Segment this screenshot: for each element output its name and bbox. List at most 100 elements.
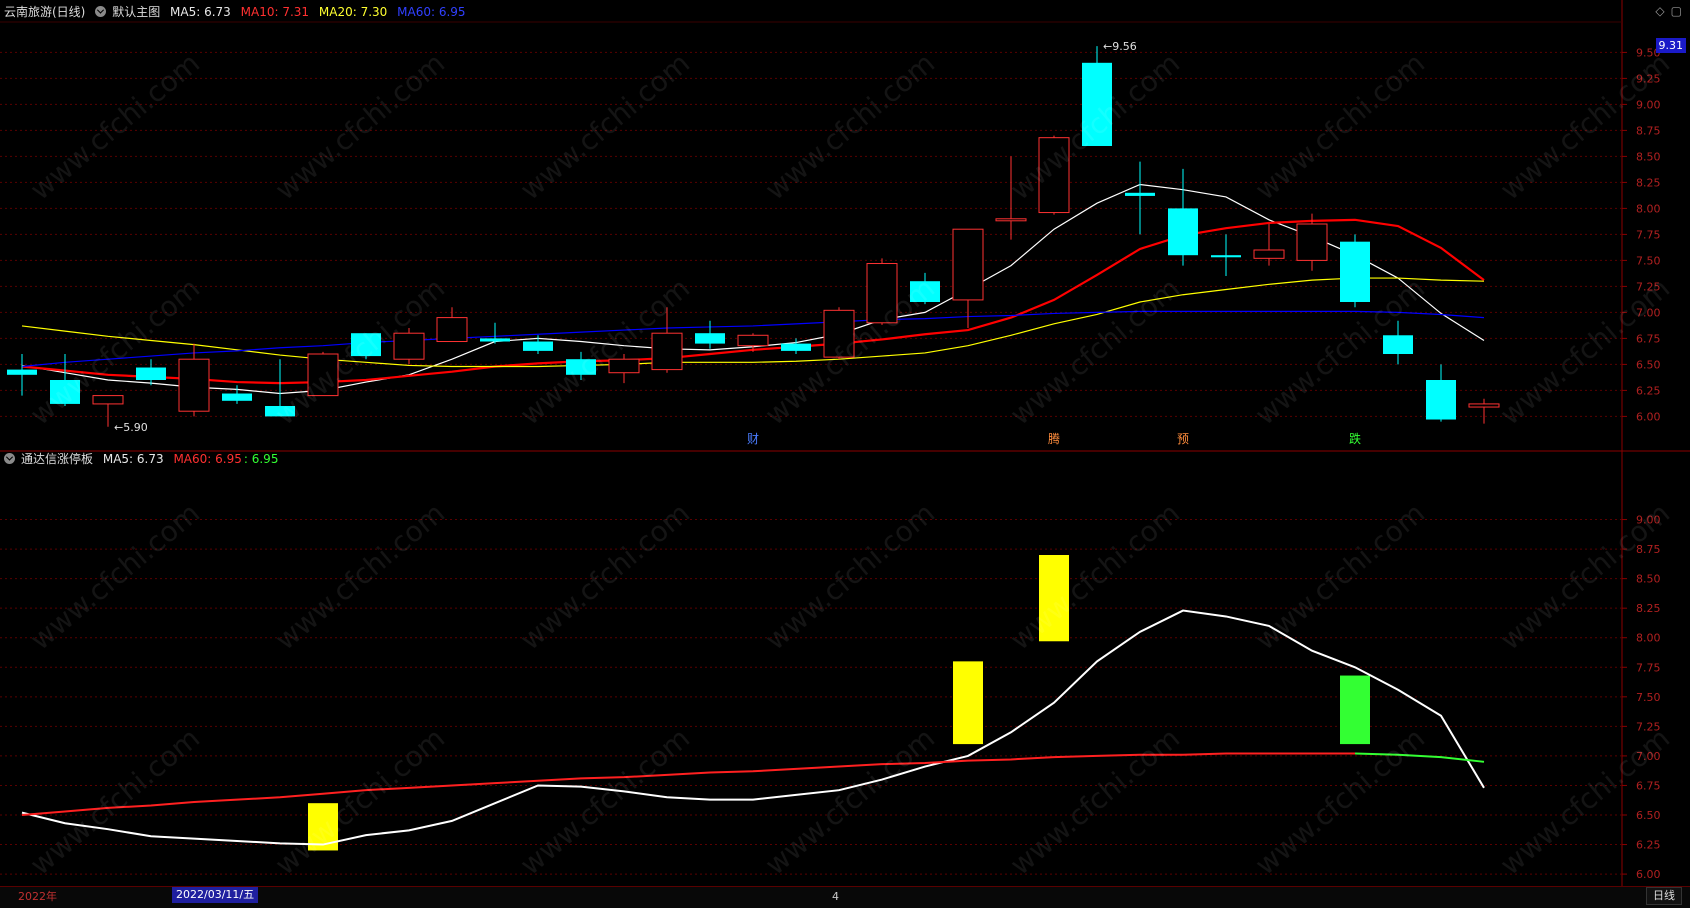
candle (7, 354, 37, 396)
candle-body (92, 395, 124, 405)
candle-body (866, 263, 898, 324)
candle-body (393, 332, 425, 360)
candle (910, 272, 940, 305)
candle (351, 333, 381, 360)
candle (1468, 398, 1500, 424)
candle-body (436, 317, 468, 343)
sub-y-tick-label: 8.75 (1636, 543, 1661, 556)
time-axis-bar (0, 886, 1690, 908)
main-y-tick-label: 8.50 (1636, 150, 1661, 163)
sub-extra-value: : 6.95 (243, 452, 279, 466)
indicator-title[interactable]: 通达信涨停板 (21, 452, 94, 466)
candle-body (50, 380, 80, 404)
sub-y-tick-label: 6.50 (1636, 809, 1661, 822)
main-y-tick-label: 6.50 (1636, 358, 1661, 371)
candle-body (178, 358, 210, 412)
main-y-tick-label: 7.75 (1636, 228, 1661, 241)
candle (1296, 213, 1328, 271)
sub-y-tick-label: 7.50 (1636, 691, 1661, 704)
template-dropdown-icon[interactable] (95, 6, 107, 17)
candle (1383, 320, 1413, 365)
candle (651, 307, 683, 373)
candle-body (1468, 403, 1500, 408)
time-label-month: 4 (832, 890, 839, 903)
candle (265, 359, 295, 417)
candle (1211, 234, 1241, 276)
sub-line-ma5 (21, 609, 1485, 846)
candle-body (695, 333, 725, 344)
sub-y-tick-label: 6.00 (1636, 868, 1661, 881)
template-label[interactable]: 默认主图 (112, 5, 161, 19)
candle-body (222, 393, 252, 401)
sub-y-tick-label: 6.75 (1636, 779, 1661, 792)
candle-body (136, 367, 166, 380)
stock-title[interactable]: 云南旅游(日线) (4, 5, 86, 19)
candle (1082, 46, 1112, 146)
candle (952, 228, 984, 328)
indicator-dropdown-icon[interactable] (4, 453, 15, 464)
candle (781, 338, 811, 354)
main-y-tick-label: 6.75 (1636, 332, 1661, 345)
candle-body (265, 406, 295, 417)
sub-y-tick-label: 6.25 (1636, 839, 1661, 852)
sub-y-tick-label: 7.75 (1636, 661, 1661, 674)
candle-body (651, 332, 683, 371)
main-y-tick-label: 8.25 (1636, 176, 1661, 189)
collapse-icon[interactable]: ▢ (1670, 4, 1682, 18)
candle (307, 351, 339, 397)
price-extreme-annotation: ←9.56 (1103, 40, 1137, 53)
price-extreme-annotation: ←5.90 (114, 421, 148, 434)
sub-y-tick-label: 8.50 (1636, 573, 1661, 586)
candle-body (1211, 255, 1241, 258)
signal-bar (1039, 555, 1069, 642)
sub-y-tick-label: 9.00 (1636, 514, 1661, 527)
window-controls: ◇ ▢ (1649, 4, 1682, 18)
sub-ma5-value: MA5: 6.73 (102, 452, 164, 466)
candle-body (910, 281, 940, 302)
candle (1426, 364, 1456, 422)
main-line-ma10 (21, 218, 1485, 385)
candle-body (1253, 249, 1285, 259)
sub-y-tick-label: 8.25 (1636, 602, 1661, 615)
candle (1038, 135, 1070, 215)
candle-body (566, 359, 596, 375)
candle-body (1296, 223, 1328, 261)
ma20-value: MA20: 7.30 (318, 5, 388, 19)
candle (608, 354, 640, 384)
candle-body (608, 358, 640, 374)
candle (1253, 224, 1285, 266)
main-y-tick-label: 6.00 (1636, 410, 1661, 423)
candle (823, 307, 855, 360)
main-chart-header: 云南旅游(日线) 默认主图 MA5: 6.73 MA10: 7.31 MA20:… (4, 4, 472, 20)
candle-body (1426, 380, 1456, 420)
sub-y-tick-label: 7.00 (1636, 750, 1661, 763)
signal-bar (953, 661, 983, 745)
main-y-tick-label: 6.25 (1636, 384, 1661, 397)
signal-marker: 跌 (1349, 431, 1361, 446)
main-line-ma20 (21, 277, 1485, 368)
signal-marker: 预 (1177, 432, 1189, 446)
candle (178, 343, 210, 417)
candle-body (952, 228, 984, 301)
candle-body (1383, 335, 1413, 354)
candle (737, 333, 769, 352)
main-y-tick-label: 7.25 (1636, 280, 1661, 293)
candle (566, 351, 596, 380)
sub-ma60-value: MA60: 6.95 (173, 452, 242, 466)
candle-body (351, 333, 381, 357)
candle-body (1082, 62, 1112, 146)
period-button[interactable]: 日线 (1646, 887, 1682, 905)
diamond-icon[interactable]: ◇ (1655, 4, 1665, 18)
candle-body (480, 338, 510, 342)
sub-line-ma60-tail (1354, 752, 1485, 763)
candle-body (995, 218, 1027, 222)
candle (436, 307, 468, 343)
sub-y-tick-label: 8.00 (1636, 632, 1661, 645)
signal-marker: 腾 (1048, 431, 1060, 446)
signal-marker: 财 (747, 432, 759, 446)
main-y-tick-label: 9.25 (1636, 72, 1661, 85)
candle (480, 322, 510, 344)
candle (695, 320, 725, 349)
main-y-tick-label: 9.50 (1636, 46, 1661, 59)
